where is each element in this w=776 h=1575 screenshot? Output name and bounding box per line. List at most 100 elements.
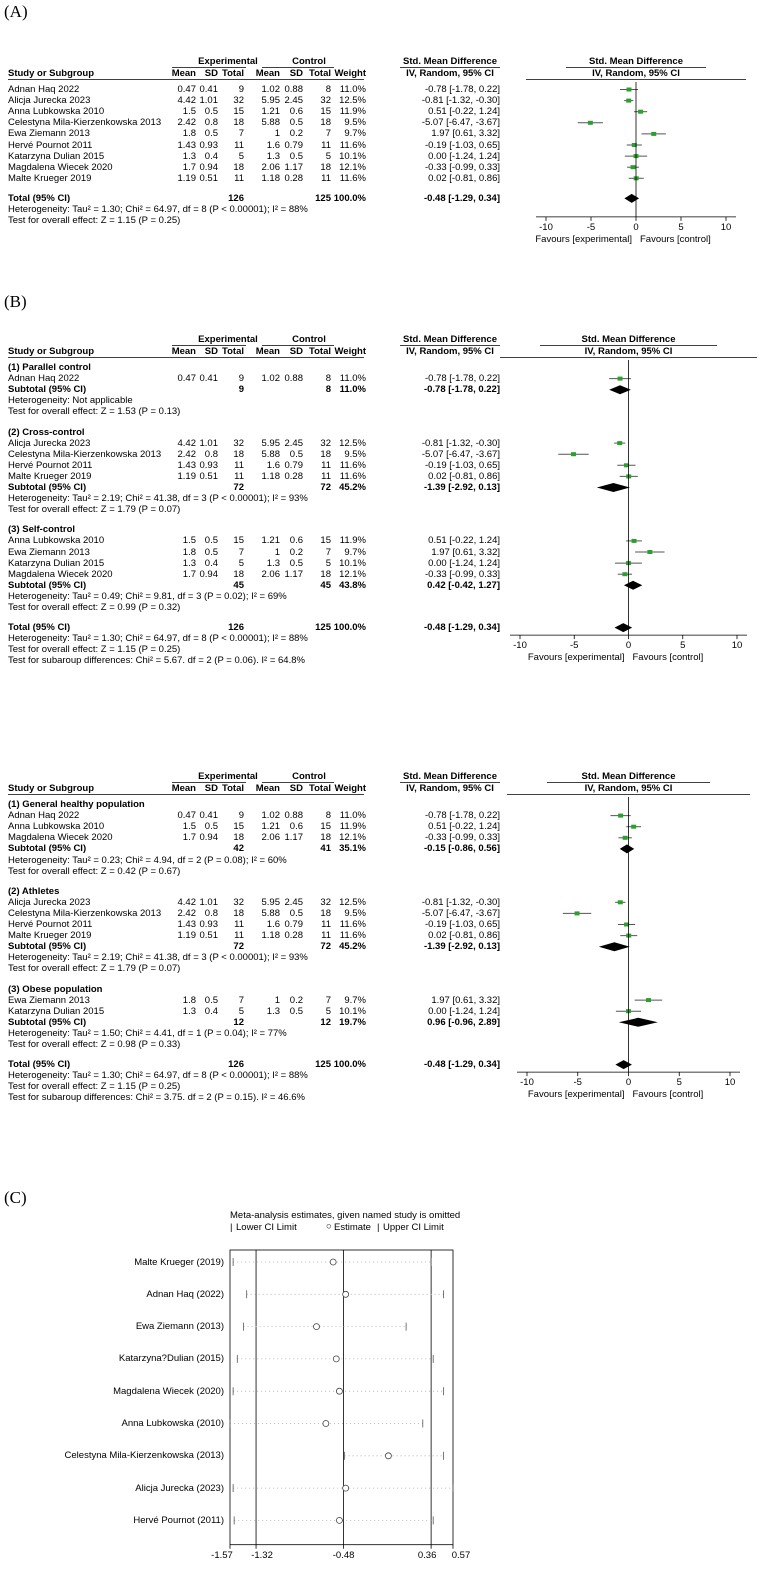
ctl-sd: 0.5: [289, 150, 303, 162]
header-smd-ci: Std. Mean Difference: [403, 334, 497, 345]
header-smd-ci: Std. Mean Difference: [403, 56, 497, 67]
ctl-sd: 0.79: [284, 139, 304, 151]
study-omitted-label: Adnan Haq (2022): [146, 1288, 224, 1300]
subgroup-title: (2) Cross-control: [8, 426, 85, 438]
header-sd-exp: SD: [204, 783, 218, 794]
study-name: Celestyna Mila-Kierzenkowska 2013: [8, 907, 162, 919]
total-weight: 100.0%: [333, 1059, 366, 1071]
exp-mean: 4.42: [177, 896, 197, 908]
x-tick-label: 10: [724, 1077, 736, 1089]
weight: 11.6%: [339, 930, 366, 942]
subtotal-diamond: [609, 385, 631, 395]
ctl-total: 18: [320, 907, 331, 919]
subgroup-stat: Test for overall effect: Z = 0.98 (P = 0…: [8, 1039, 181, 1050]
overall-stat: Test for subaroup differences: Chi² = 3.…: [8, 1092, 305, 1104]
ctl-mean: 1.6: [266, 919, 280, 930]
ctl-mean: 1: [274, 128, 280, 140]
ctl-mean: 2.06: [261, 161, 281, 173]
ctl-mean: 1: [274, 546, 280, 558]
ctl-total: 11: [321, 459, 331, 471]
legend-lower: Lower CI Limit: [236, 1222, 297, 1233]
subgroup-title: (3) Self-control: [8, 524, 76, 536]
study-name: Katarzyna Dulian 2015: [8, 1005, 105, 1017]
study-name: Anna Lubkowska 2010: [8, 821, 105, 833]
study-name: Celestyna Mila-Kierzenkowska 2013: [8, 117, 162, 129]
weight: 12.5%: [339, 896, 366, 908]
study-name: Hervé Pournot 2011: [8, 139, 93, 151]
exp-total: 5: [238, 1005, 244, 1017]
exp-total: 32: [233, 437, 244, 449]
total-ci: -0.48 [-1.29, 0.34]: [423, 622, 500, 634]
favours-control: Favours [control]: [632, 652, 704, 664]
header-mean-exp: Mean: [171, 783, 196, 794]
header-study: Study or Subgroup: [8, 783, 95, 794]
study-omitted-label: Celestyna Mila-Kierzenkowska (2013): [64, 1450, 224, 1462]
weight: 9.5%: [344, 448, 366, 460]
ctl-total: 5: [325, 1005, 331, 1017]
ctl-total: 7: [325, 546, 331, 558]
x-tick-label: -1.57: [211, 1549, 233, 1561]
smd-ci: -0.78 [-1.78, 0.22]: [425, 84, 500, 95]
overall-stat: Test for overall effect: Z = 1.15 (P = 0…: [8, 644, 181, 656]
ctl-sd: 0.28: [284, 470, 304, 482]
ctl-mean: 1.3: [266, 557, 280, 569]
exp-mean: 1.3: [182, 557, 196, 569]
subtotal-diamond: [619, 844, 635, 854]
favours-experimental: Favours [experimental]: [527, 1089, 625, 1101]
subtotal-weight: 43.8%: [339, 579, 366, 591]
legend-upper-mark: |: [377, 1222, 380, 1233]
smd-ci: -0.33 [-0.99, 0.33]: [425, 832, 500, 844]
subtotal-ctl-total: 41: [320, 843, 331, 855]
header-smd-plot: Std. Mean Difference: [581, 334, 676, 345]
exp-sd: 0.8: [204, 117, 218, 129]
ctl-mean: 1.3: [266, 150, 280, 162]
total-label: Total (95% CI): [8, 1059, 71, 1071]
x-tick-label: -1.32: [251, 1549, 273, 1561]
favours-control: Favours [control]: [640, 233, 711, 245]
exp-mean: 1.19: [177, 172, 197, 184]
weight: 9.7%: [344, 546, 366, 558]
estimate-square: [651, 131, 657, 136]
subgroup-stat: Test for overall effect: Z = 1.79 (P = 0…: [8, 963, 181, 975]
study-name: Alicja Jurecka 2023: [8, 95, 91, 107]
header-mean-ctl: Mean: [255, 346, 280, 357]
study-name: Malte Krueger 2019: [8, 172, 92, 184]
exp-sd: 0.41: [199, 373, 219, 385]
x-tick-label: 0: [625, 1077, 632, 1089]
subtotal-label: Subtotal (95% CI): [8, 482, 87, 493]
exp-sd: 0.5: [204, 546, 218, 558]
weight: 12.1%: [339, 161, 366, 173]
x-tick-label: 0: [625, 640, 632, 652]
header-sd-exp: SD: [204, 68, 218, 79]
estimate-circle: [336, 1516, 343, 1524]
ctl-sd: 0.5: [289, 1005, 303, 1017]
subtotal-ci: -1.39 [-2.92, 0.13]: [423, 482, 500, 493]
weight: 12.5%: [339, 95, 366, 107]
subgroup-stat: Test for overall effect: Z = 0.42 (P = 0…: [8, 865, 181, 877]
panel-label-b: (B): [4, 292, 27, 311]
study-name: Alicja Jurecka 2023: [8, 896, 91, 908]
subgroup-stat: Heterogeneity: Tau² = 1.50; Chi² = 4.41,…: [8, 1027, 287, 1039]
exp-sd: 0.5: [204, 821, 218, 833]
study-name: Malte Krueger 2019: [8, 470, 92, 482]
weight: 11.6%: [339, 459, 366, 471]
exp-sd: 1.01: [199, 95, 219, 107]
x-tick-label: -10: [513, 640, 527, 652]
sensitivity-plot-c: Meta-analysis estimates, given named stu…: [0, 1210, 776, 1575]
ctl-mean: 5.95: [261, 95, 281, 107]
exp-mean: 1.8: [182, 994, 196, 1006]
weight: 12.1%: [339, 832, 366, 844]
ctl-mean: 1.02: [261, 84, 281, 95]
exp-mean: 1.43: [177, 459, 197, 471]
exp-total: 32: [233, 896, 244, 908]
exp-total: 11: [234, 930, 244, 942]
total-label: Total (95% CI): [8, 622, 71, 634]
smd-ci: 1.97 [0.61, 3.32]: [431, 128, 500, 140]
x-tick-label: -0.48: [332, 1549, 355, 1561]
total-exp-total: 126: [228, 622, 244, 634]
exp-sd: 0.8: [204, 907, 218, 919]
exp-total: 18: [233, 832, 244, 844]
exp-sd: 0.5: [204, 994, 218, 1006]
smd-ci: -0.81 [-1.32, -0.30]: [421, 896, 500, 908]
subtotal-exp-total: 72: [233, 482, 244, 493]
